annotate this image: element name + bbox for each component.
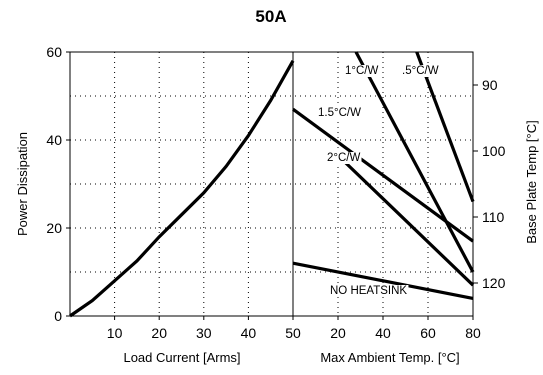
thermal-label-bg-1-c-w [344, 65, 380, 77]
thermal-label-1-c-w: 1°C/W [345, 65, 378, 77]
left-y-axis-label: Power Dissipation [15, 132, 30, 236]
thermal-line-no-heatsink [292, 261, 474, 300]
left-y-tick-label-40: 40 [46, 132, 62, 148]
x-load-tick-label-30: 30 [196, 325, 212, 341]
thermal-label-bg-1-5-c-w [317, 107, 363, 119]
thermal-label-2-c-w: 2°C/W [327, 152, 360, 164]
thermal-line-1-5-c-w [292, 107, 474, 243]
plot-frame [69, 51, 474, 317]
thermal-line-2-c-w [339, 156, 475, 287]
thermal-label-5-c-w: .5°C/W [402, 65, 439, 77]
grid-layer [70, 52, 473, 316]
x-ambient-tick-label-20: 20 [330, 325, 346, 341]
left-y-tick-label-0: 0 [54, 308, 62, 324]
x-axis-label-ambient-temp: Max Ambient Temp. [°C] [320, 350, 459, 365]
x-axis-label-load-current: Load Current [Arms] [123, 350, 240, 365]
thermal-label-1-5-c-w: 1.5°C/W [318, 107, 361, 119]
x-ambient-tick-label-80: 80 [465, 325, 481, 341]
x-load-tick-label-40: 40 [241, 325, 257, 341]
right-y-tick-label-110: 110 [482, 209, 505, 225]
x-ambient-tick-label-40: 40 [375, 325, 391, 341]
tick-layer: 0 20 40 60 90 100 110 120 10 20 30 40 50 20 40 60 80 [46, 44, 505, 341]
thermal-line-1-c-w [354, 51, 475, 273]
series-line-power-dissipation [69, 60, 295, 318]
thermal-label-bg-no-heatsink [329, 285, 409, 297]
right-y-tick-label-120: 120 [482, 275, 506, 291]
left-y-tick-label-60: 60 [46, 44, 62, 60]
label-layer: 1°C/W .5°C/W 1.5°C/W 2°C/W NO HEATSINK [317, 65, 440, 297]
chart-title: 50A [255, 7, 286, 26]
thermal-label-no-heatsink: NO HEATSINK [330, 285, 407, 297]
thermal-label-bg-5-c-w [401, 65, 440, 77]
left-y-tick-label-20: 20 [46, 220, 62, 236]
thermal-label-bg-2-c-w [326, 152, 362, 164]
right-y-axis-label: Base Plate Temp [°C] [524, 120, 539, 243]
x-load-tick-label-50: 50 [285, 325, 301, 341]
right-y-tick-label-90: 90 [482, 77, 498, 93]
x-load-tick-label-10: 10 [107, 325, 123, 341]
x-ambient-tick-label-60: 60 [420, 325, 436, 341]
x-load-tick-label-20: 20 [151, 325, 167, 341]
right-y-tick-label-100: 100 [482, 143, 506, 159]
